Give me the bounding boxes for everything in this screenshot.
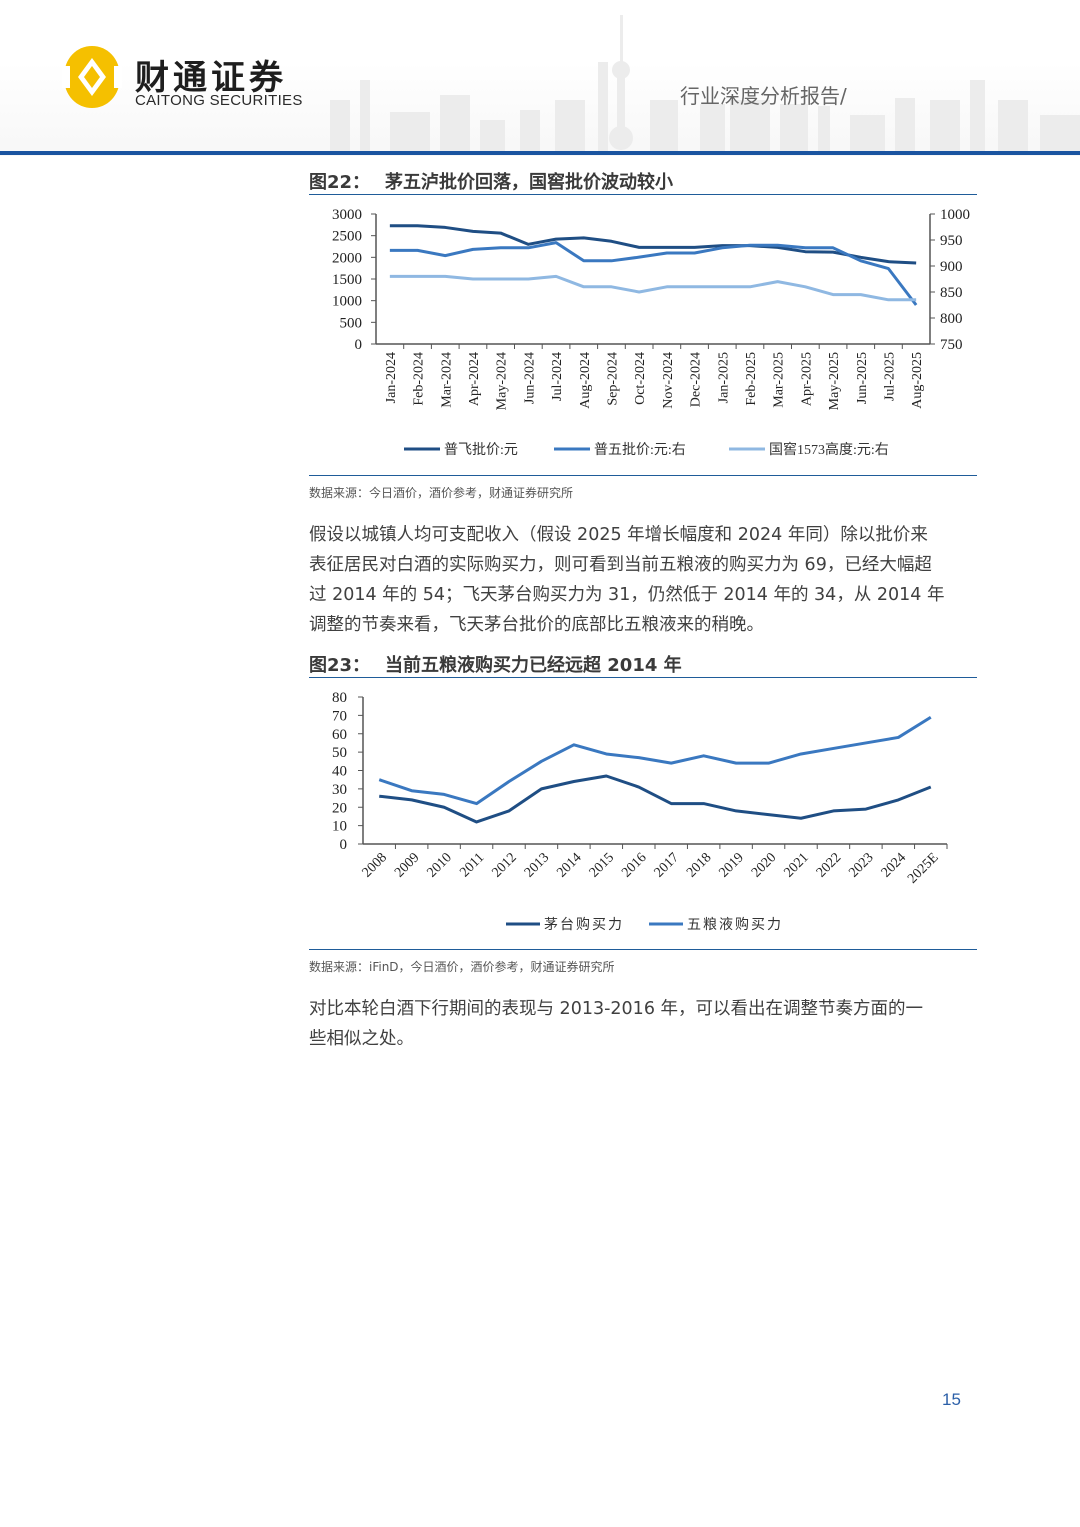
- x-tick-label: Mar-2024: [439, 352, 454, 408]
- x-tick-label: 2010: [425, 850, 455, 880]
- figure23-source: 数据来源：iFinD，今日酒价，酒价参考，财通证券研究所: [309, 960, 615, 974]
- legend-label: 国窖1573高度:元:右: [769, 441, 889, 458]
- left-y-tick-label: 1000: [332, 294, 362, 310]
- x-tick-label: Feb-2024: [412, 352, 427, 406]
- legend-label: 五粮液购买力: [687, 917, 783, 933]
- x-tick-label: Feb-2025: [744, 352, 759, 406]
- x-tick-label: Jun-2025: [855, 352, 870, 404]
- x-tick-label: 2009: [392, 850, 422, 880]
- x-tick-label: Aug-2025: [910, 352, 925, 409]
- y-tick-label: 50: [332, 745, 347, 761]
- report-type-label: 行业深度分析报告/: [680, 84, 847, 108]
- x-tick-label: Apr-2024: [467, 352, 482, 406]
- y-tick-label: 80: [332, 690, 347, 706]
- paragraph-line: 对比本轮白酒下行期间的表现与 2013-2016 年，可以看出在调整节奏方面的一: [309, 999, 924, 1019]
- series-line: [389, 224, 917, 265]
- x-tick-label: May-2024: [495, 352, 510, 410]
- x-tick-label: Jul-2024: [550, 352, 565, 401]
- y-tick-label: 30: [332, 782, 347, 798]
- right-y-tick-label: 900: [940, 259, 963, 275]
- x-tick-label: Mar-2025: [772, 352, 787, 408]
- series-line: [378, 715, 932, 806]
- legend-label: 普五批价:元:右: [594, 442, 686, 458]
- y-tick-label: 10: [332, 819, 347, 835]
- page-number: 15: [942, 1390, 961, 1409]
- right-y-tick-label: 750: [940, 337, 963, 353]
- figure22-top-rule: [309, 194, 977, 195]
- x-tick-label: 2014: [554, 850, 584, 880]
- body-paragraph-2: 对比本轮白酒下行期间的表现与 2013-2016 年，可以看出在调整节奏方面的一…: [309, 994, 979, 1054]
- x-tick-label: 2015: [587, 850, 617, 880]
- left-y-tick-label: 500: [340, 315, 363, 331]
- paragraph-line: 表征居民对白酒的实际购买力，则可看到当前五粮液的购买力为 69，已经大幅超: [309, 555, 932, 575]
- right-y-tick-label: 850: [940, 285, 963, 301]
- x-tick-label: 2012: [489, 850, 519, 880]
- x-tick-label: 2021: [781, 850, 811, 880]
- y-tick-label: 0: [340, 837, 348, 853]
- x-tick-label: 2025E: [905, 850, 941, 886]
- x-tick-label: Oct-2024: [633, 352, 648, 405]
- x-tick-label: 2023: [846, 850, 876, 880]
- figure22-bottom-rule: [309, 475, 977, 476]
- x-tick-label: 2016: [619, 850, 649, 880]
- figure23-title-text: 当前五粮液购买力已经远超 2014 年: [385, 655, 682, 676]
- y-tick-label: 40: [332, 764, 347, 780]
- x-tick-label: Jun-2024: [522, 352, 537, 404]
- x-tick-label: 2017: [652, 850, 682, 880]
- series-line: [389, 274, 917, 302]
- page-header: 财通证券 CAITONG SECURITIES 行业深度分析报告/: [0, 0, 1080, 156]
- figure23-bottom-rule: [309, 949, 977, 950]
- body-paragraph-1: 假设以城镇人均可支配收入（假设 2025 年增长幅度和 2024 年同）除以批价…: [309, 520, 979, 640]
- y-tick-label: 70: [332, 708, 347, 724]
- paragraph-line: 些相似之处。: [309, 1029, 414, 1049]
- x-tick-label: 2018: [684, 850, 714, 880]
- header-divider: [0, 151, 1080, 155]
- figure22-title-text: 茅五泸批价回落，国窖批价波动较小: [385, 172, 673, 193]
- paragraph-line: 假设以城镇人均可支配收入（假设 2025 年增长幅度和 2024 年同）除以批价…: [309, 525, 928, 545]
- left-y-tick-label: 3000: [332, 207, 362, 223]
- x-tick-label: Jan-2024: [384, 352, 399, 403]
- series-line: [389, 241, 918, 306]
- x-tick-label: 2022: [814, 850, 844, 880]
- figure23-top-rule: [309, 677, 977, 678]
- x-tick-label: 2019: [717, 850, 747, 880]
- figure22-chart: 0 500 1000 1500 2000 2500 3000 750 800 850 900 950 1…: [332, 207, 970, 458]
- x-tick-label: 2008: [360, 850, 390, 880]
- left-y-tick-label: 2000: [332, 250, 362, 266]
- legend-label: 普飞批价:元: [444, 442, 518, 458]
- x-tick-label: Dec-2024: [689, 352, 704, 407]
- figure22-number: 图22：: [309, 172, 371, 193]
- city-skyline-decoration: [330, 15, 1080, 152]
- caitong-logo-icon: [62, 46, 122, 108]
- x-tick-label: 2011: [457, 850, 487, 880]
- figure22-title: 图22： 茅五泸批价回落，国窖批价波动较小: [309, 168, 673, 194]
- left-y-tick-label: 2500: [332, 229, 362, 245]
- figure22-source: 数据来源：今日酒价，酒价参考，财通证券研究所: [309, 486, 574, 500]
- x-tick-label: Nov-2024: [661, 352, 676, 409]
- x-tick-label: 2020: [749, 850, 779, 880]
- logo-english-name: CAITONG SECURITIES: [135, 92, 303, 109]
- series-line: [379, 774, 932, 824]
- x-tick-label: May-2025: [827, 352, 842, 410]
- x-tick-label: Aug-2024: [578, 352, 593, 409]
- y-tick-label: 20: [332, 800, 347, 816]
- right-y-tick-label: 1000: [940, 207, 970, 223]
- x-tick-label: Apr-2025: [799, 352, 814, 406]
- figure23-title: 图23： 当前五粮液购买力已经远超 2014 年: [309, 651, 682, 677]
- figure23-number: 图23：: [309, 655, 371, 676]
- x-tick-label: Sep-2024: [605, 352, 620, 406]
- x-tick-label: 2013: [522, 850, 552, 880]
- left-y-tick-label: 1500: [332, 272, 362, 288]
- right-y-tick-label: 950: [940, 233, 963, 249]
- paragraph-line: 过 2014 年的 54；飞天茅台购买力为 31，仍然低于 2014 年的 34…: [309, 585, 945, 605]
- logo-chinese-name: 财通证券: [135, 58, 287, 98]
- legend-label: 茅台购买力: [544, 917, 624, 933]
- x-tick-label: Jan-2025: [716, 352, 731, 403]
- x-tick-label: Jul-2025: [882, 352, 897, 401]
- right-y-tick-label: 800: [940, 311, 963, 327]
- left-y-tick-label: 0: [355, 337, 363, 353]
- y-tick-label: 60: [332, 727, 347, 743]
- paragraph-line: 调整的节奏来看，飞天茅台批价的底部比五粮液来的稍晚。: [309, 615, 764, 635]
